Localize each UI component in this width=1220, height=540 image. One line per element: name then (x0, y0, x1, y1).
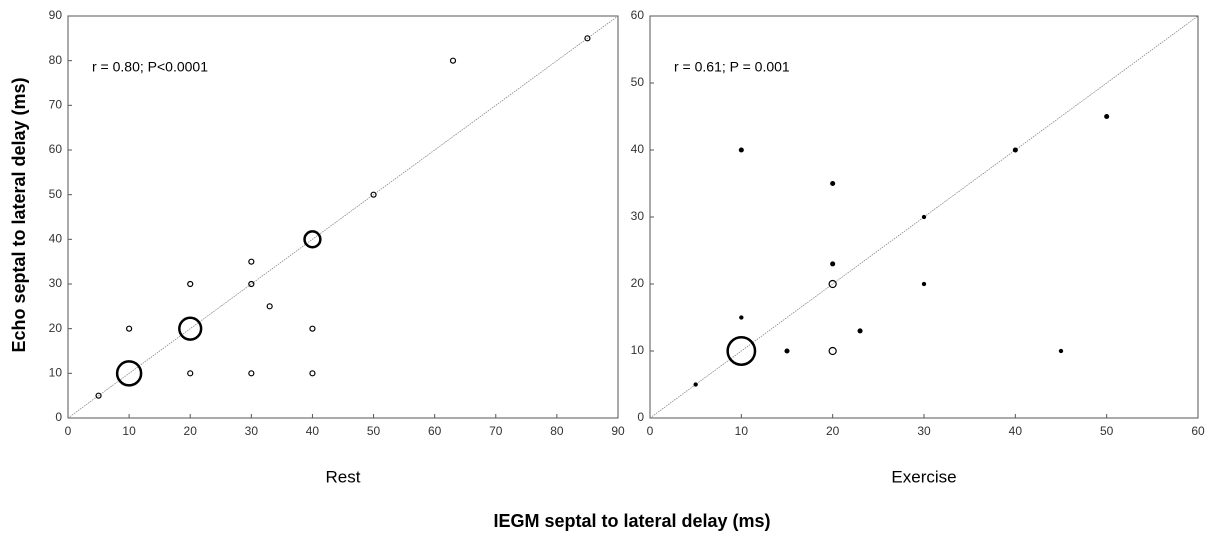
bubble (1058, 348, 1064, 354)
x-tick-label: 30 (245, 424, 259, 438)
x-tick-label: 40 (1009, 424, 1023, 438)
identity-line (67, 15, 619, 419)
x-tick-label: 20 (184, 424, 198, 438)
bubble (187, 370, 194, 377)
x-tick-label: 0 (65, 424, 72, 438)
plot-frame (67, 15, 619, 419)
y-tick-label: 10 (49, 366, 63, 380)
x-axis-label: IEGM septal to lateral delay (ms) (493, 511, 770, 531)
y-tick-label: 40 (49, 232, 63, 246)
bubble (1012, 147, 1018, 153)
y-tick-label: 20 (631, 276, 645, 290)
bubble (584, 35, 591, 42)
bubble (784, 348, 790, 354)
bubble (830, 261, 836, 267)
y-tick-label: 0 (637, 410, 644, 424)
bubble (693, 382, 698, 387)
bubble (266, 303, 273, 310)
bubble (248, 370, 255, 377)
bubble (178, 316, 203, 341)
y-tick-label: 40 (631, 142, 645, 156)
bubble (857, 328, 863, 334)
y-tick-label: 70 (49, 98, 63, 112)
y-tick-label: 90 (49, 8, 63, 22)
x-tick-label: 50 (1100, 424, 1114, 438)
bubble (95, 392, 102, 399)
bubble (1104, 113, 1110, 120)
x-tick-label: 20 (826, 424, 840, 438)
bubble (828, 346, 837, 356)
bubble (449, 57, 457, 64)
y-tick-label: 50 (631, 75, 645, 89)
annotation: r = 0.61; P = 0.001 (674, 59, 790, 75)
bubble (921, 281, 927, 287)
x-tick-label: 80 (550, 424, 564, 438)
y-tick-label: 0 (55, 410, 62, 424)
x-tick-label: 60 (1191, 424, 1205, 438)
panel-label: Exercise (891, 467, 956, 486)
y-tick-label: 30 (631, 209, 645, 223)
y-tick-label: 80 (49, 53, 63, 67)
bubble (115, 360, 143, 387)
bubble (309, 325, 316, 332)
panel-label: Rest (326, 467, 361, 486)
bubble (739, 315, 744, 320)
y-tick-label: 60 (49, 142, 63, 156)
bubble (248, 258, 255, 265)
bubble (921, 214, 927, 220)
x-tick-label: 40 (306, 424, 320, 438)
bubble (309, 370, 316, 377)
bubble (828, 279, 837, 289)
y-tick-label: 10 (631, 343, 645, 357)
bubble (187, 280, 194, 288)
y-tick-label: 60 (631, 8, 645, 22)
bubble (303, 230, 322, 249)
x-tick-label: 0 (647, 424, 654, 438)
x-tick-label: 60 (428, 424, 442, 438)
y-tick-label: 20 (49, 321, 63, 335)
y-tick-label: 50 (49, 187, 63, 201)
x-tick-label: 30 (917, 424, 931, 438)
x-tick-label: 90 (611, 424, 625, 438)
x-tick-label: 50 (367, 424, 381, 438)
bubble (830, 180, 836, 187)
annotation: r = 0.80; P<0.0001 (92, 59, 208, 75)
bubble (738, 147, 744, 153)
y-tick-label: 30 (49, 276, 63, 290)
identity-line (649, 15, 1199, 419)
bubble (126, 325, 133, 332)
bubble (726, 336, 757, 366)
x-tick-label: 70 (489, 424, 503, 438)
bubble (370, 191, 377, 198)
x-tick-label: 10 (122, 424, 136, 438)
bubble (248, 280, 255, 288)
x-tick-label: 10 (735, 424, 749, 438)
y-axis-label: Echo septal to lateral delay (ms) (9, 77, 29, 352)
